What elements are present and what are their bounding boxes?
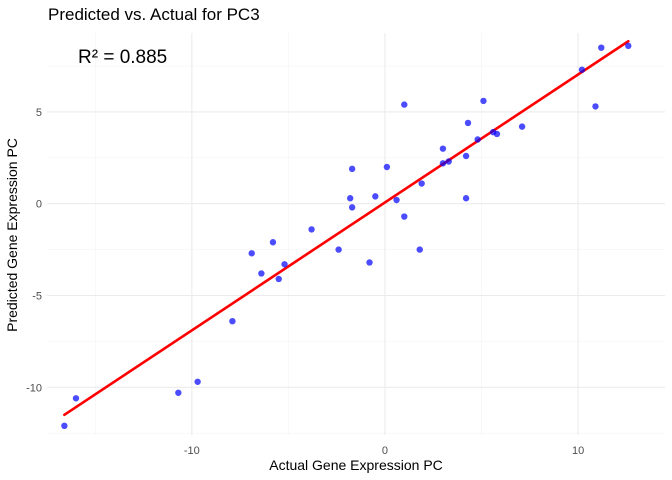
data-points bbox=[61, 42, 632, 430]
y-tick-label: -5 bbox=[32, 290, 42, 302]
data-point bbox=[366, 259, 373, 266]
data-point bbox=[372, 193, 379, 200]
y-tick-label: 5 bbox=[36, 107, 42, 119]
chart-title: Predicted vs. Actual for PC3 bbox=[48, 5, 260, 24]
x-tick-label: 0 bbox=[382, 445, 388, 457]
data-point bbox=[348, 204, 356, 211]
data-point bbox=[275, 275, 282, 283]
grid bbox=[47, 33, 665, 435]
y-axis-title: Predicted Gene Expression PC bbox=[4, 138, 20, 332]
data-point bbox=[439, 145, 447, 152]
data-point bbox=[418, 180, 425, 187]
data-point bbox=[480, 97, 487, 105]
data-point bbox=[347, 195, 354, 202]
data-point bbox=[393, 196, 400, 204]
data-point bbox=[281, 261, 288, 268]
data-point bbox=[445, 158, 452, 165]
data-point bbox=[578, 66, 586, 73]
data-point bbox=[269, 239, 277, 246]
data-point bbox=[518, 123, 526, 130]
data-point bbox=[625, 42, 632, 50]
data-point bbox=[464, 119, 472, 127]
data-point bbox=[416, 246, 423, 253]
data-point bbox=[248, 250, 255, 257]
data-point bbox=[598, 44, 605, 51]
data-point bbox=[194, 378, 201, 385]
x-axis-title: Actual Gene Expression PC bbox=[269, 457, 443, 473]
data-point bbox=[493, 130, 501, 138]
y-tick-label: 0 bbox=[36, 199, 42, 211]
data-point bbox=[258, 270, 265, 277]
data-point bbox=[175, 389, 182, 396]
data-point bbox=[439, 160, 447, 167]
data-point bbox=[592, 103, 599, 110]
y-tick-label: -10 bbox=[26, 382, 42, 394]
data-point bbox=[474, 136, 481, 143]
data-point bbox=[72, 395, 80, 402]
regression-line bbox=[63, 39, 630, 417]
data-point bbox=[308, 226, 315, 233]
data-point bbox=[401, 213, 408, 220]
data-point bbox=[348, 165, 356, 173]
x-tick-label: -10 bbox=[184, 445, 200, 457]
data-point bbox=[61, 422, 68, 430]
r-squared-annotation: R² = 0.885 bbox=[78, 47, 167, 68]
data-point bbox=[383, 163, 391, 171]
tick-labels: -10 0 10 -10 -5 0 5 bbox=[26, 107, 584, 457]
data-point bbox=[462, 195, 470, 202]
x-tick-label: 10 bbox=[572, 445, 584, 457]
data-point bbox=[229, 317, 236, 325]
data-point bbox=[401, 101, 408, 108]
data-point bbox=[335, 246, 342, 253]
data-point bbox=[462, 152, 470, 160]
